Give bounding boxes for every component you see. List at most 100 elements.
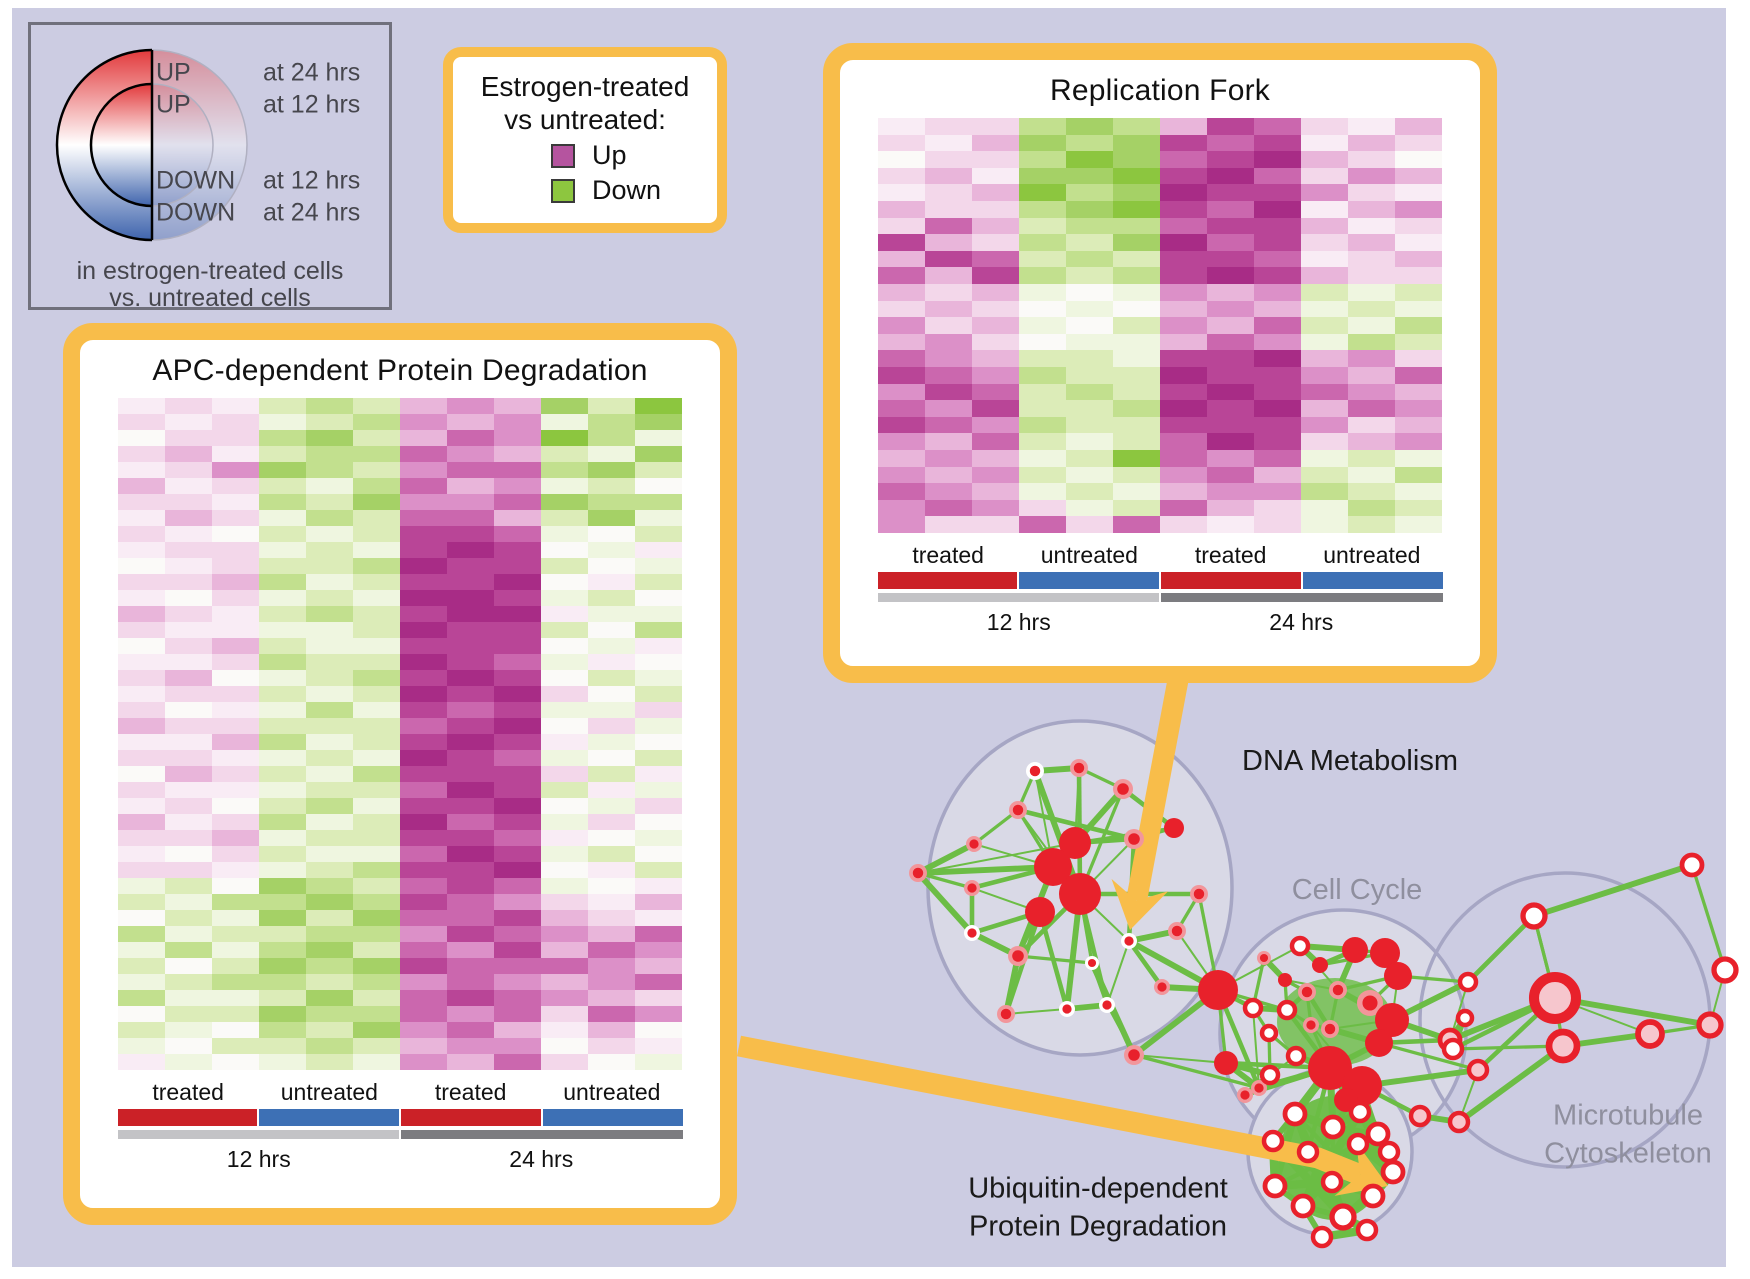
heatmap-cell — [399, 958, 448, 974]
heatmap-cell — [1395, 317, 1443, 334]
heatmap-cell — [588, 494, 636, 510]
heatmap-cell — [447, 478, 495, 494]
heatmap-cell — [211, 542, 259, 558]
heatmap-cell — [211, 606, 259, 622]
heatmap-cell — [447, 430, 495, 446]
heatmap-cell — [1301, 217, 1349, 235]
heatmap-cell — [1159, 466, 1208, 484]
heatmap-cell — [635, 446, 683, 462]
heatmap-cell — [924, 333, 972, 351]
heatmap-cell — [588, 686, 636, 702]
heatmap-cell — [924, 118, 972, 135]
heatmap-cell — [117, 1054, 165, 1070]
heatmap-cell — [1159, 284, 1208, 301]
time-label-12hrs: 12 hrs — [226, 1146, 291, 1172]
heatmap-cell — [399, 1054, 448, 1070]
heatmap-cell — [494, 414, 542, 430]
heatmap-cell — [924, 450, 972, 467]
heatmap-cell — [211, 862, 259, 878]
heatmap-cell — [924, 167, 972, 185]
heatmap-cell — [1112, 250, 1160, 268]
heatmap-cell — [117, 878, 165, 894]
heatmap-cell — [117, 974, 165, 990]
heatmap-cell — [494, 1006, 542, 1022]
apc-heatmap — [117, 398, 683, 1070]
treated-bar-12 — [117, 1109, 258, 1126]
heatmap-cell — [1301, 201, 1349, 218]
heatmap-cell — [1348, 383, 1396, 401]
heatmap-cell — [1065, 250, 1113, 268]
heatmap-cell — [1018, 433, 1066, 450]
heatmap-cell — [1395, 201, 1443, 218]
heatmap-cell — [877, 250, 925, 268]
heatmap-cell — [117, 686, 165, 702]
heatmap-cell — [588, 766, 636, 782]
heatmap-cell — [494, 798, 542, 814]
untreated-bar-12 — [259, 1109, 399, 1126]
heatmap-cell — [352, 558, 400, 574]
heatmap-cell — [258, 398, 306, 414]
heatmap-cell — [1159, 333, 1208, 351]
heatmap-cell — [494, 958, 542, 974]
heatmap-cell — [1112, 284, 1160, 301]
heatmap-cell — [1207, 234, 1255, 251]
heatmap-cell — [447, 398, 495, 414]
heatmap-cell — [541, 414, 589, 430]
heatmap-cell — [541, 1054, 589, 1070]
heatmap-cell — [1254, 284, 1302, 301]
heatmap-cell — [541, 878, 589, 894]
heatmap-cell — [211, 1038, 259, 1054]
heatmap-cell — [211, 750, 259, 766]
heatmap-cell — [588, 846, 636, 862]
heatmap-cell — [1159, 383, 1208, 401]
heatmap-cell — [352, 510, 400, 526]
heatmap-cell — [258, 1038, 306, 1054]
heatmap-cell — [305, 862, 353, 878]
heatmap-cell — [1395, 300, 1443, 318]
heatmap-cell — [877, 483, 925, 500]
heatmap-cell — [447, 718, 495, 734]
cluster-label-ubiquitin-dependent-protein-degradation: Ubiquitin-dependent Protein Degradation — [968, 1172, 1228, 1242]
heatmap-cell — [1207, 250, 1255, 268]
heatmap-cell — [1065, 267, 1113, 284]
heatmap-cell — [541, 558, 589, 574]
heatmap-cell — [494, 654, 542, 670]
heatmap-cell — [211, 734, 259, 750]
heatmap-cell — [1018, 167, 1066, 185]
heatmap-cell — [399, 878, 448, 894]
heatmap-cell — [1065, 400, 1113, 417]
legend-footer-line1: in estrogen-treated cells — [76, 257, 344, 285]
heatmap-cell — [447, 638, 495, 654]
heatmap-cell — [1207, 350, 1255, 367]
heatmap-cell — [164, 814, 212, 830]
heatmap-cell — [1254, 267, 1302, 284]
heatmap-cell — [971, 217, 1019, 235]
heatmap-cell — [1207, 267, 1255, 284]
heatmap-cell — [588, 478, 636, 494]
heatmap-cell — [1112, 433, 1160, 450]
heatmap-cell — [541, 510, 589, 526]
heatmap-cell — [1159, 151, 1208, 168]
heatmap-cell — [971, 167, 1019, 185]
heatmap-cell — [1065, 284, 1113, 301]
heatmap-cell — [399, 590, 448, 606]
heatmap-cell — [1348, 450, 1396, 467]
heatmap-cell — [447, 814, 495, 830]
heatmap-cell — [211, 510, 259, 526]
heatmap-cell — [877, 383, 925, 401]
time-label-24hrs: 24 hrs — [509, 1146, 574, 1172]
legend-up-down-colors: Estrogen-treated vs untreated: Up Down — [443, 47, 727, 233]
panel-apc-protein-degradation: APC-dependent Protein Degradation treate… — [63, 323, 737, 1225]
heatmap-cell — [117, 1022, 165, 1038]
heatmap-cell — [541, 494, 589, 510]
heatmap-cell — [352, 606, 400, 622]
heatmap-cell — [494, 558, 542, 574]
heatmap-cell — [971, 400, 1019, 417]
heatmap-cell — [164, 686, 212, 702]
legend-word-down-12: DOWN — [156, 166, 236, 195]
heatmap-cell — [164, 606, 212, 622]
heatmap-cell — [399, 734, 448, 750]
heatmap-cell — [399, 798, 448, 814]
heatmap-cell — [258, 910, 306, 926]
heatmap-cell — [635, 1006, 683, 1022]
